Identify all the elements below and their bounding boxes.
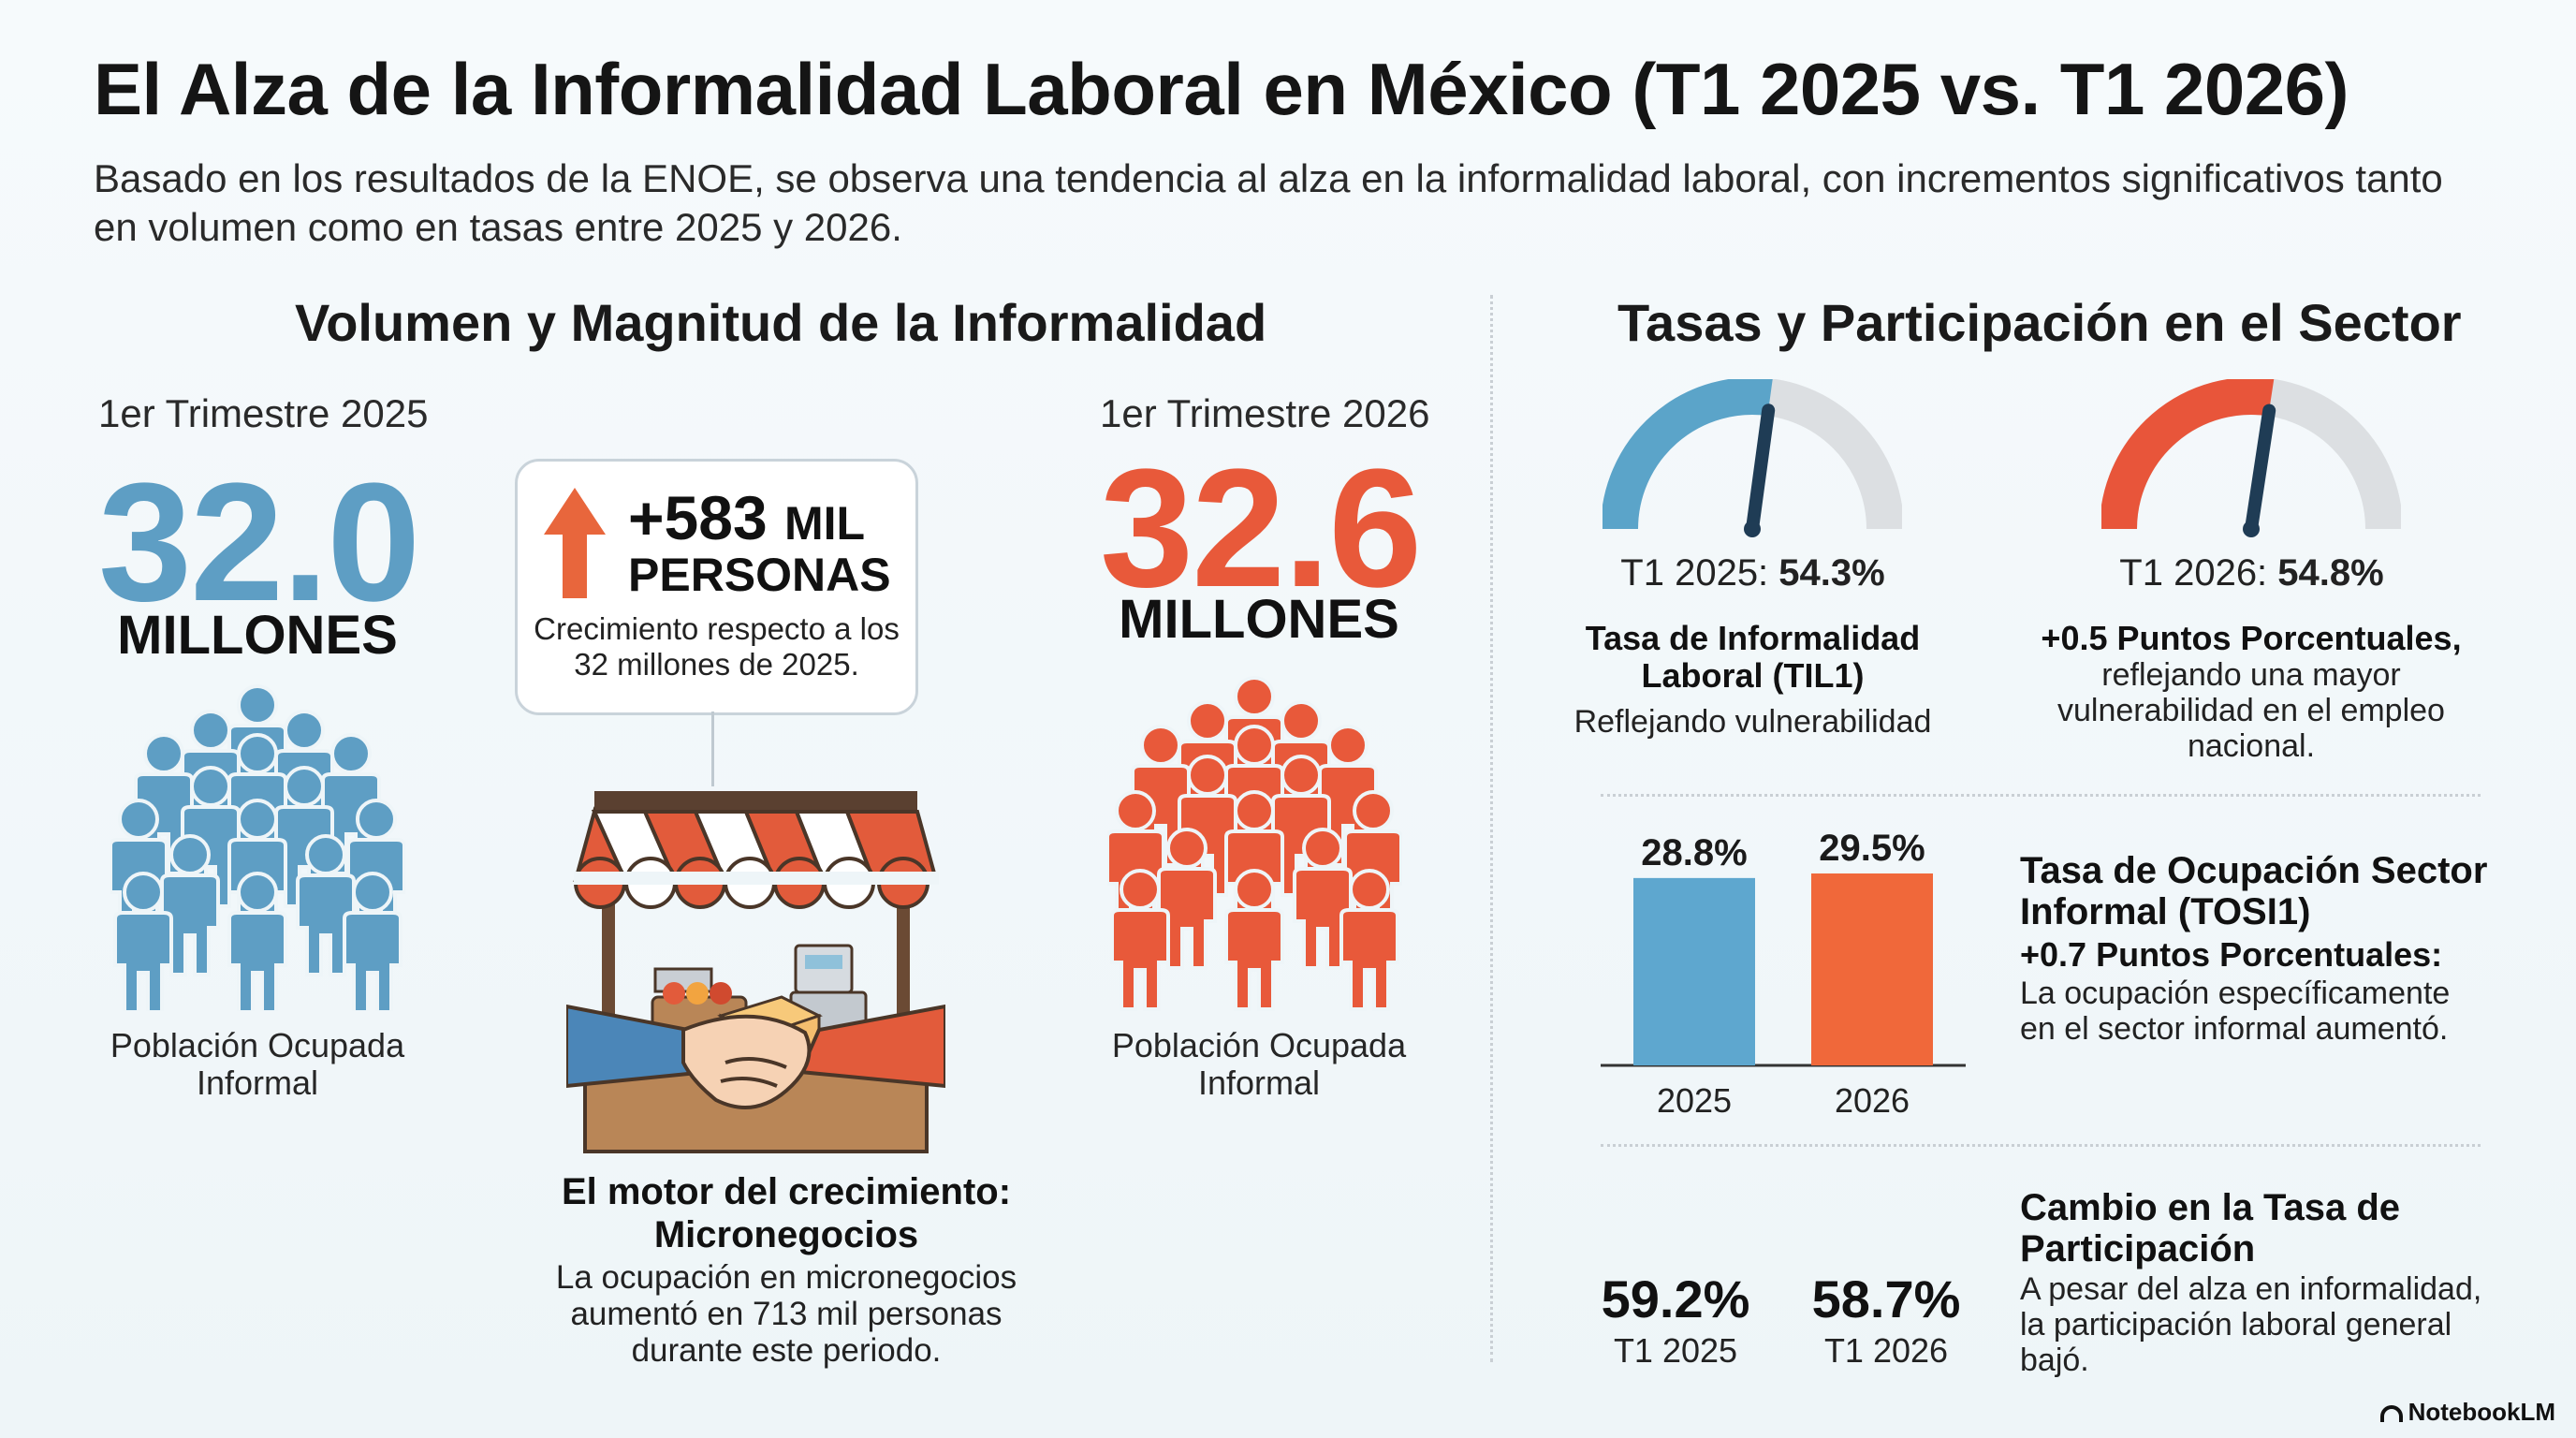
gauge-2026-title: +0.5 Puntos Porcentuales, bbox=[2041, 619, 2462, 657]
row-divider-1 bbox=[1601, 794, 2481, 797]
page-subtitle: Basado en los resultados de la ENOE, se … bbox=[94, 156, 2443, 249]
bar-2026 bbox=[1811, 873, 1933, 1065]
bar-value-label: 29.5% bbox=[1819, 828, 1925, 869]
growth-number: +583 MIL bbox=[628, 483, 866, 552]
notebooklm-brand: NotebookLM bbox=[2379, 1398, 2555, 1427]
population-2026-unit: MILLONES bbox=[1119, 589, 1399, 650]
row-divider-2 bbox=[1601, 1144, 2481, 1147]
gauge-2025-title: Tasa de Informalidad Laboral (TIL1) bbox=[1585, 619, 1921, 695]
tosi-text: La ocupación específicamente en el secto… bbox=[2020, 976, 2451, 1047]
quarter-2026-label: 1er Trimestre 2026 bbox=[1100, 391, 1430, 435]
market-stall-illustration bbox=[566, 791, 945, 1153]
population-2026-value: 32.6 bbox=[1100, 434, 1422, 623]
participation-2025-label: T1 2025 bbox=[1613, 1331, 1738, 1370]
population-2025-value: 32.0 bbox=[98, 448, 420, 637]
growth-caption: Crecimiento respecto a los 32 millones d… bbox=[534, 611, 900, 682]
tosi-bar-chart: 28.8% 2025 29.5% 2026 bbox=[1601, 828, 1966, 1120]
participation-text: A pesar del alza en informalidad, la par… bbox=[2020, 1271, 2482, 1378]
tosi-bold: +0.7 Puntos Porcentuales: bbox=[2020, 935, 2443, 974]
growth-unit: PERSONAS bbox=[628, 549, 891, 601]
gauge-2025 bbox=[1603, 379, 1902, 537]
population-2026-caption: Población Ocupada Informal bbox=[1111, 1026, 1407, 1102]
gauge-2026-label: T1 2026: 54.8% bbox=[2119, 552, 2384, 594]
participation-2026-value: 58.7% bbox=[1811, 1269, 1961, 1328]
participation-2026-label: T1 2026 bbox=[1823, 1331, 1949, 1370]
participation-title: Cambio en la Tasa de Participación bbox=[2020, 1187, 2401, 1269]
gauge-2025-text: Reflejando vulnerabilidad bbox=[1573, 704, 1932, 740]
section-divider bbox=[1490, 295, 1493, 1362]
notebooklm-logo-icon bbox=[2379, 1405, 2403, 1422]
gauge-2026-text: reflejando una mayor vulnerabilidad en e… bbox=[2057, 657, 2445, 764]
population-2025-caption: Población Ocupada Informal bbox=[110, 1026, 405, 1102]
people-crowd-2026-icon bbox=[1107, 676, 1402, 1011]
callout-connector bbox=[711, 712, 714, 786]
growth-callout: +583 MIL PERSONAS Crecimiento respecto a… bbox=[515, 459, 918, 715]
tosi-title: Tasa de Ocupación Sector Informal (TOSI1… bbox=[2020, 850, 2488, 932]
right-section-heading: Tasas y Participación en el Sector bbox=[1617, 293, 2462, 352]
arrow-up-icon bbox=[544, 488, 606, 598]
gauge-2026 bbox=[2101, 379, 2401, 537]
bar-category-label: 2025 bbox=[1657, 1081, 1732, 1120]
participation-2025-value: 59.2% bbox=[1601, 1269, 1750, 1328]
left-section-heading: Volumen y Magnitud de la Informalidad bbox=[295, 293, 1267, 352]
population-2025-unit: MILLONES bbox=[117, 605, 398, 666]
bar-category-label: 2026 bbox=[1835, 1081, 1910, 1120]
motor-text: La ocupación en micronegocios aumentó en… bbox=[555, 1259, 1017, 1369]
page-title: El Alza de la Informalidad Laboral en Mé… bbox=[94, 48, 2349, 130]
bar-value-label: 28.8% bbox=[1641, 832, 1747, 873]
motor-title: El motor del crecimiento: Micronegocios bbox=[561, 1171, 1012, 1255]
gauge-2025-label: T1 2025: 54.3% bbox=[1620, 552, 1885, 594]
quarter-2025-label: 1er Trimestre 2025 bbox=[98, 391, 429, 435]
bar-2025 bbox=[1633, 877, 1755, 1065]
people-crowd-2025-icon bbox=[110, 684, 405, 1011]
